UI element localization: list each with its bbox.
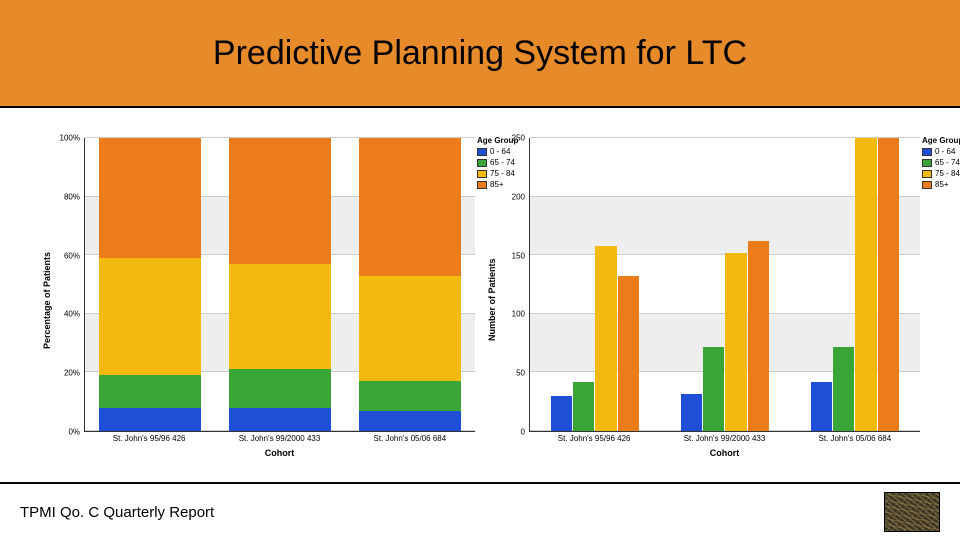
chart2-xlabel: Cohort xyxy=(710,448,740,458)
legend-item: 0 - 64 xyxy=(922,146,960,157)
stack-segment xyxy=(359,411,460,432)
stacked-bar xyxy=(359,138,460,431)
charts-region: Percentage of Patients 0% 20% 40% 60% 80% 100… xyxy=(0,108,960,482)
legend-label: 85+ xyxy=(935,179,949,190)
chart2-ylabel: Number of Patients xyxy=(485,138,499,462)
xtick-label: St. John's 99/2000 433 xyxy=(684,434,766,443)
chart1-xaxis: Cohort St. John's 95/96 426 St. John's 99… xyxy=(84,432,475,462)
stack-segment xyxy=(99,408,200,431)
xtick-label: St. John's 99/2000 433 xyxy=(239,434,321,443)
stack-segment xyxy=(229,369,330,407)
bar xyxy=(878,138,899,431)
page-title: Predictive Planning System for LTC xyxy=(213,34,747,73)
stack-segment xyxy=(359,381,460,410)
legend-label: 75 - 84 xyxy=(935,168,960,179)
ytick-label: 100 xyxy=(512,310,525,319)
legend-item: 75 - 84 xyxy=(922,168,960,179)
chart-grouped: Number of Patients 050100150200250 Age G… xyxy=(485,138,920,462)
bar xyxy=(618,276,639,431)
ytick-label: 150 xyxy=(512,251,525,260)
legend-label: 0 - 64 xyxy=(935,146,955,157)
bar xyxy=(573,382,594,431)
bar xyxy=(748,241,769,431)
xtick-label: St. John's 95/96 426 xyxy=(558,434,631,443)
bar-group xyxy=(811,138,899,431)
ytick-label: 40% xyxy=(64,310,80,319)
bar-group xyxy=(681,138,769,431)
chart1-ylabel: Percentage of Patients xyxy=(40,138,54,462)
bar xyxy=(855,138,876,431)
xtick-label: St. John's 05/06 684 xyxy=(373,434,446,443)
chart1-xlabel: Cohort xyxy=(265,448,295,458)
ytick-label: 200 xyxy=(512,192,525,201)
ytick-label: 20% xyxy=(64,369,80,378)
ytick-label: 250 xyxy=(512,134,525,143)
stack-segment xyxy=(229,138,330,264)
chart1-yaxis: 0%20%40%60%80%100% xyxy=(54,138,84,432)
stack-segment xyxy=(99,375,200,407)
stack-segment xyxy=(99,138,200,258)
stacked-bar xyxy=(229,138,330,431)
stack-segment xyxy=(229,264,330,369)
title-band: Predictive Planning System for LTC xyxy=(0,0,960,108)
xtick-label: St. John's 95/96 426 xyxy=(113,434,186,443)
ytick-label: 100% xyxy=(60,134,80,143)
legend-swatch xyxy=(922,148,932,156)
ytick-label: 60% xyxy=(64,251,80,260)
stacked-bar xyxy=(99,138,200,431)
xtick-label: St. John's 05/06 684 xyxy=(818,434,891,443)
footer-thumbnail xyxy=(884,492,940,532)
legend-item: 85+ xyxy=(922,179,960,190)
bar xyxy=(811,382,832,431)
bar xyxy=(681,394,702,432)
legend-title: Age Group xyxy=(922,136,960,145)
chart2-xaxis: Cohort St. John's 95/96 426 St. John's 99… xyxy=(529,432,920,462)
bar xyxy=(725,253,746,431)
legend-swatch xyxy=(922,159,932,167)
ytick-label: 50 xyxy=(516,369,525,378)
ytick-label: 80% xyxy=(64,192,80,201)
chart2-plot: Age Group0 - 6465 - 7475 - 8485+ xyxy=(529,138,920,432)
stack-segment xyxy=(359,138,460,276)
stack-segment xyxy=(359,276,460,381)
chart2-yaxis: 050100150200250 xyxy=(499,138,529,432)
chart2-legend: Age Group0 - 6465 - 7475 - 8485+ xyxy=(922,136,960,190)
chart-stacked: Percentage of Patients 0%20%40%60%80%100… xyxy=(40,138,475,462)
bar-group xyxy=(551,138,639,431)
legend-item: 65 - 74 xyxy=(922,157,960,168)
legend-swatch xyxy=(922,181,932,189)
stack-segment xyxy=(99,258,200,375)
bar xyxy=(595,246,616,431)
stack-segment xyxy=(229,408,330,431)
bar xyxy=(833,347,854,431)
bar xyxy=(703,347,724,431)
legend-swatch xyxy=(922,170,932,178)
footer-text: TPMI Qo. C Quarterly Report xyxy=(20,504,214,521)
chart1-plot: Age Group0 - 6465 - 7475 - 8485+ xyxy=(84,138,475,432)
ytick-label: 0% xyxy=(68,428,80,437)
legend-label: 65 - 74 xyxy=(935,157,960,168)
bar xyxy=(551,396,572,431)
ytick-label: 0 xyxy=(521,428,525,437)
footer: TPMI Qo. C Quarterly Report xyxy=(0,482,960,540)
